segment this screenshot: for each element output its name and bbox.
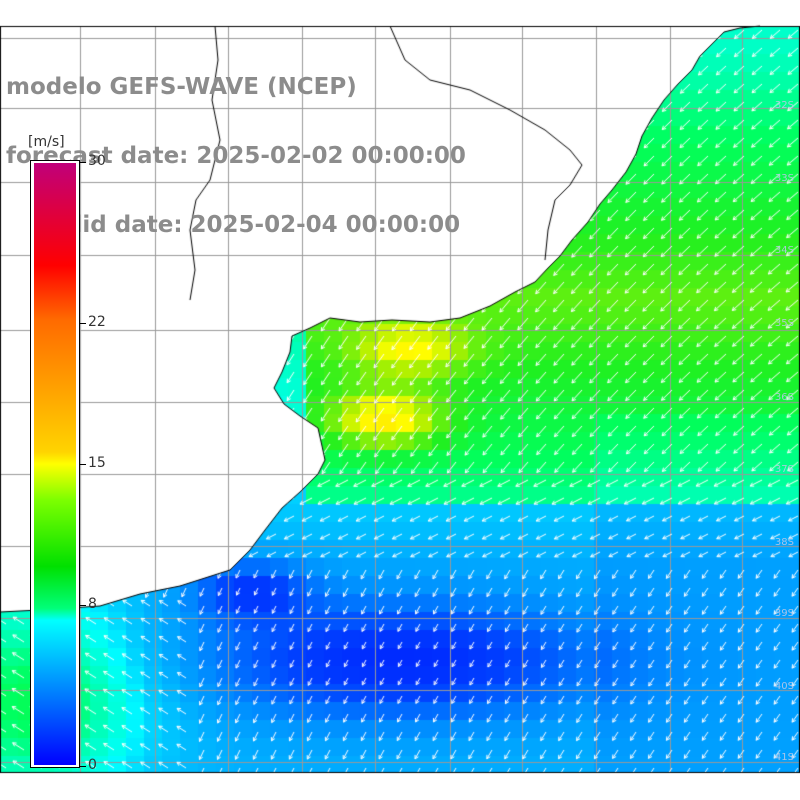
colorbar-unit: [m/s] xyxy=(28,134,65,150)
colorbar-tick-label: 0 xyxy=(88,757,97,773)
latitude-label: 33S xyxy=(774,173,794,184)
title-forecast-date: forecast date: 2025-02-02 00:00:00 xyxy=(6,143,466,169)
latitude-label: 41S xyxy=(774,752,794,763)
latitude-label: 40S xyxy=(774,681,794,692)
colorbar-tick-mark xyxy=(80,766,86,767)
colorbar-tick-mark xyxy=(80,604,86,606)
latitude-label: 36S xyxy=(774,392,794,403)
latitude-label: 39S xyxy=(774,608,794,619)
map-title: modelo GEFS-WAVE (NCEP) forecast date: 2… xyxy=(6,30,466,260)
colorbar-tick-label: 8 xyxy=(88,595,97,612)
latitude-label: 32S xyxy=(774,100,794,111)
latitude-label: 38S xyxy=(774,537,794,548)
colorbar-tick-label: 30 xyxy=(88,153,106,169)
latitude-label: 34S xyxy=(774,245,794,256)
colorbar-tick-mark xyxy=(80,464,86,465)
colorbar xyxy=(30,160,80,768)
latitude-label: 35S xyxy=(774,318,794,329)
latitude-label: 37S xyxy=(774,464,794,475)
colorbar-tick-label: 15 xyxy=(88,455,106,471)
colorbar-tick-mark xyxy=(80,162,86,163)
colorbar-tick-label: 22 xyxy=(88,314,106,331)
title-model: modelo GEFS-WAVE (NCEP) xyxy=(6,74,357,100)
colorbar-gradient xyxy=(34,163,76,765)
colorbar-tick-mark xyxy=(80,323,86,325)
